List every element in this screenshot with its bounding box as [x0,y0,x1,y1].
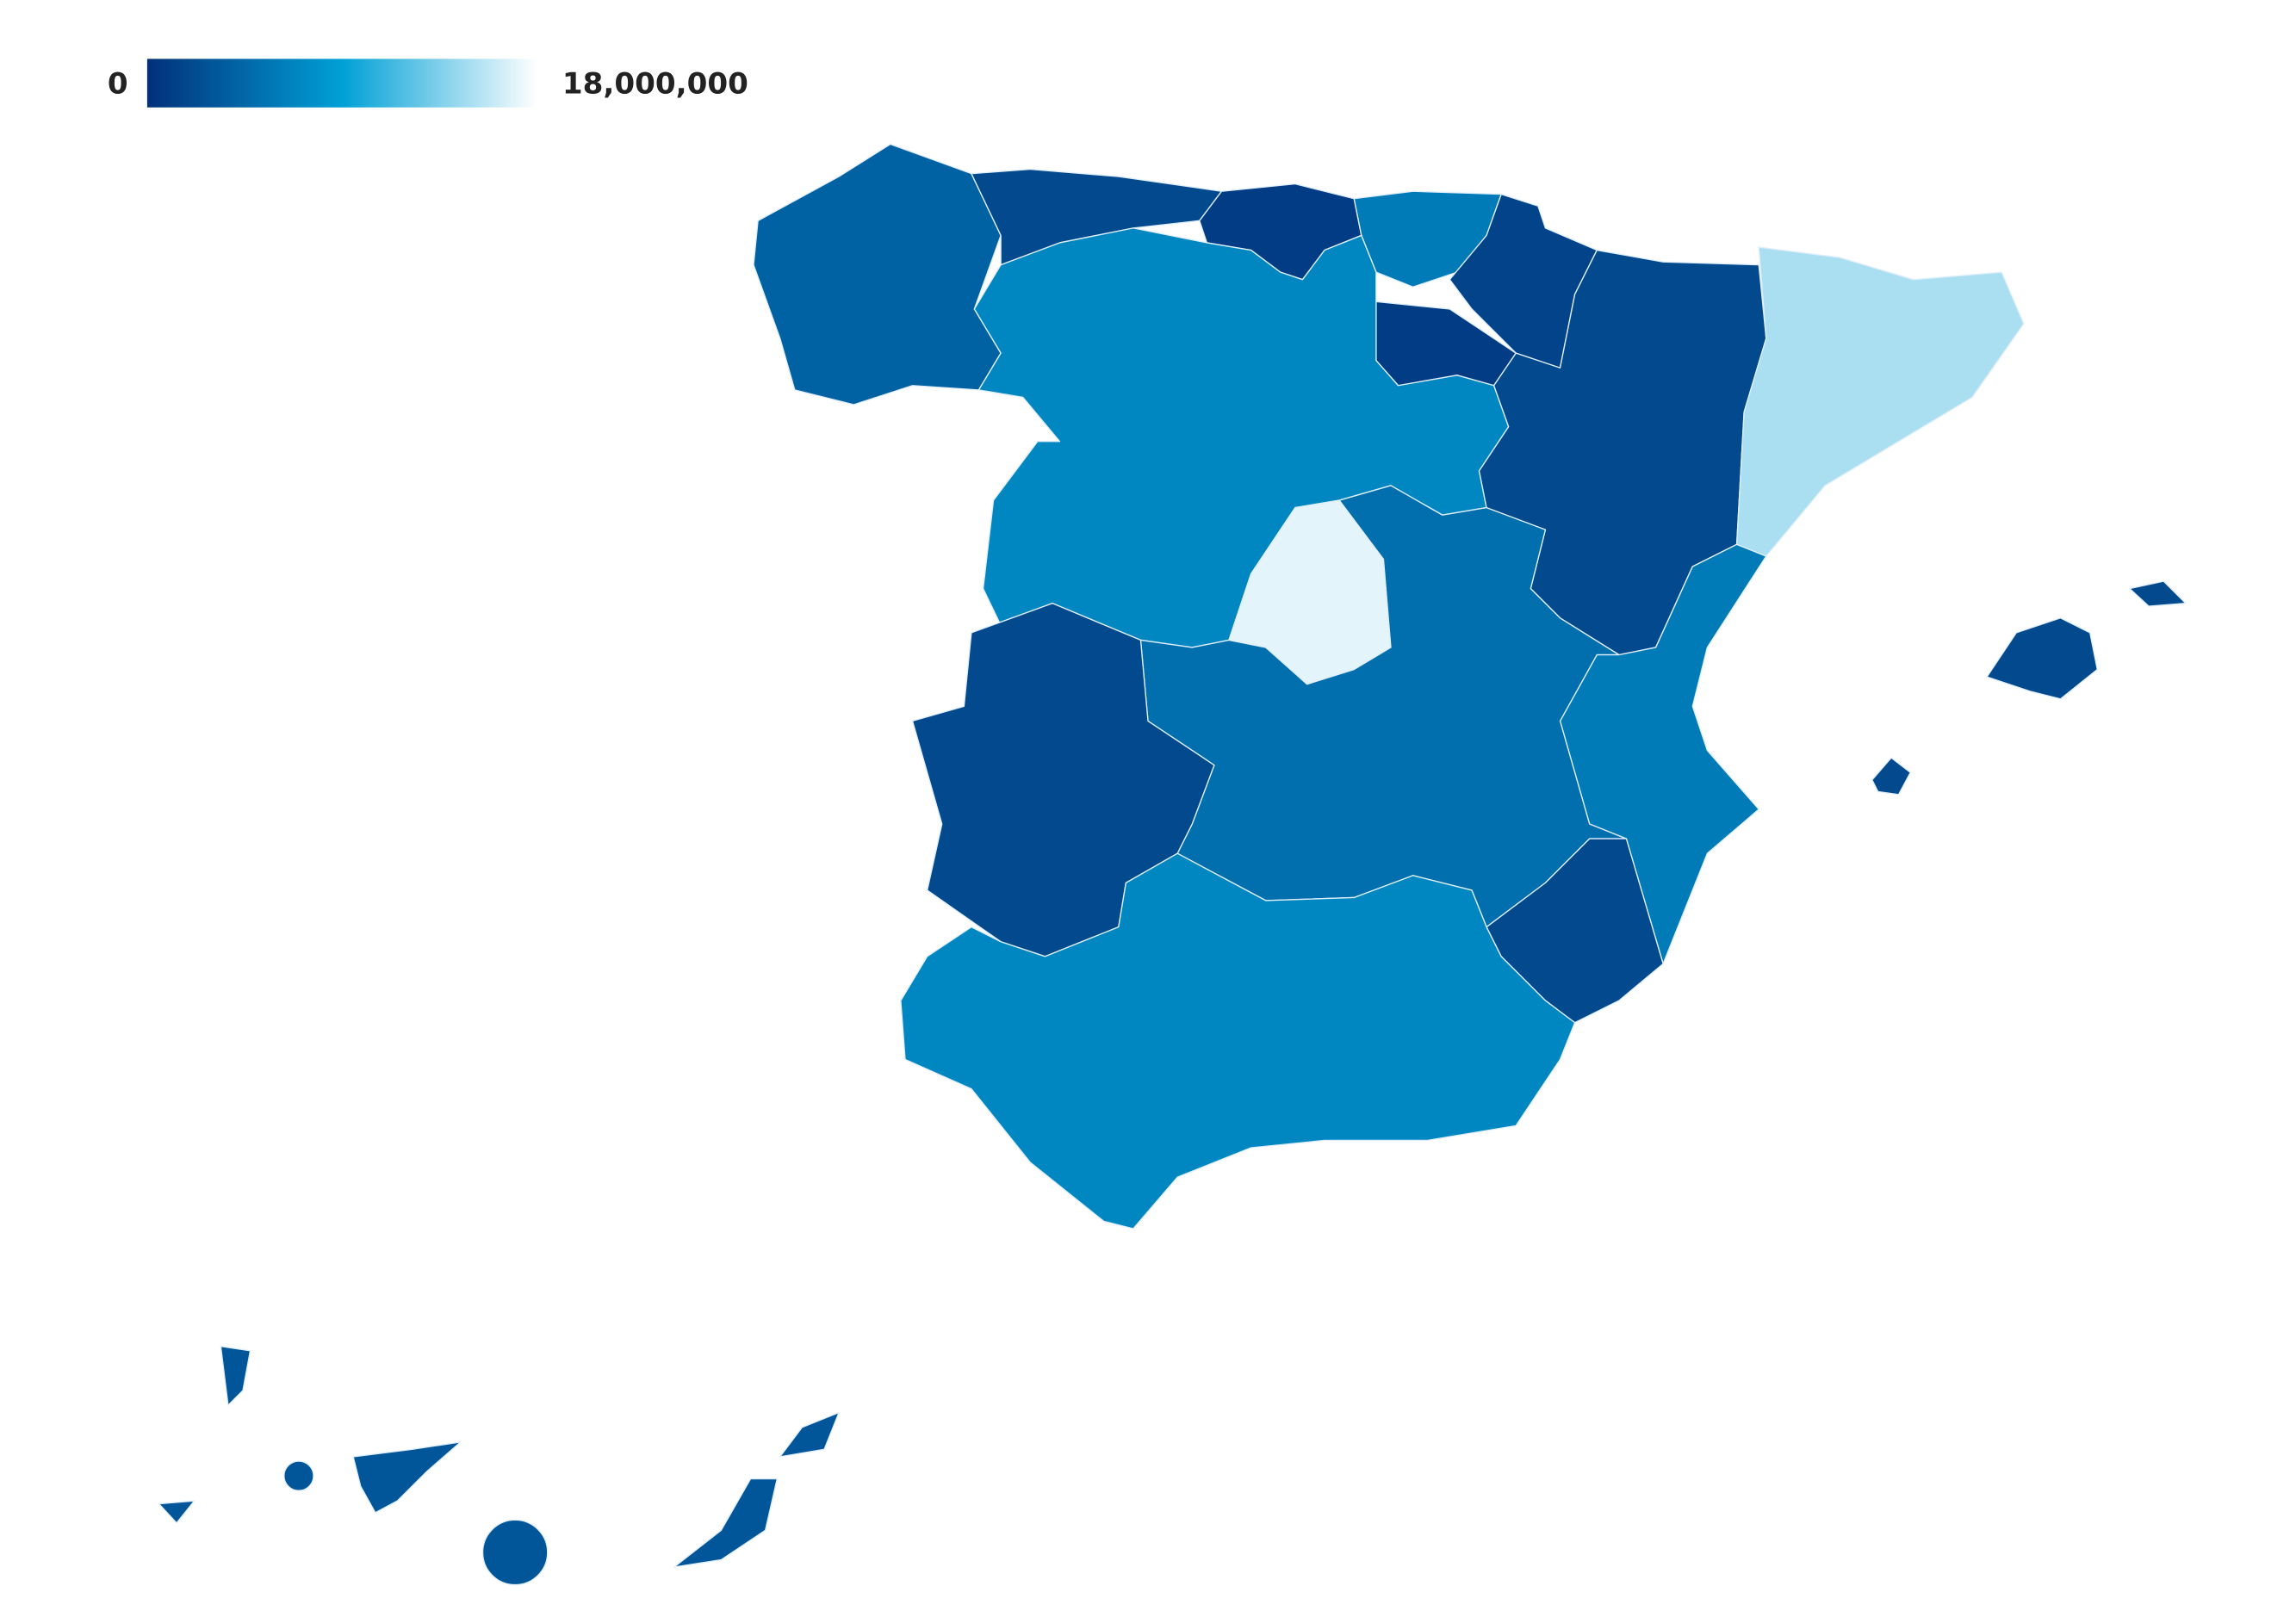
regions [158,143,2187,1586]
region [1871,580,2187,796]
legend-bar [146,59,537,108]
legend-max-label: 18,000,000 [562,67,748,102]
region [158,1346,840,1586]
region [753,143,1002,406]
region [1735,246,2025,557]
region [971,168,1223,266]
region [900,852,1576,1230]
legend-min-label: 0 [108,67,128,102]
